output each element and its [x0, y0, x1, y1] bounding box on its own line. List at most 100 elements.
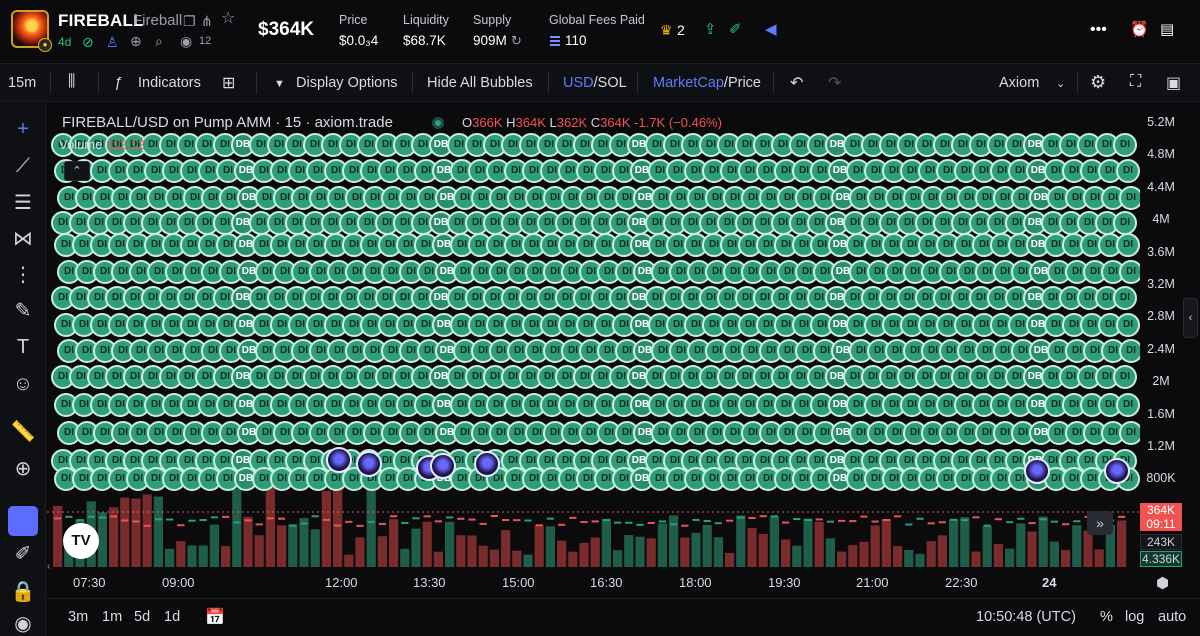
currency-sol[interactable]: /SOL: [593, 75, 627, 91]
caret-down-icon[interactable]: ▼: [274, 78, 285, 90]
pin-icon[interactable]: ✐: [729, 21, 742, 38]
indicators-button[interactable]: Indicators: [138, 75, 201, 91]
trade-bubble[interactable]: DI: [1113, 133, 1137, 157]
trade-bubble[interactable]: DB: [1026, 233, 1050, 257]
trade-bubble[interactable]: DI: [987, 133, 1011, 157]
currency-toggle[interactable]: USD/SOL: [563, 75, 627, 91]
trade-bubble[interactable]: DI: [792, 393, 816, 417]
redo-icon[interactable]: ↷: [828, 75, 842, 92]
chevron-down-icon[interactable]: ⌄: [1056, 78, 1066, 90]
pattern-icon[interactable]: ⋈: [13, 228, 33, 250]
horizontal-lines-icon[interactable]: ☰: [14, 192, 32, 214]
token-logo[interactable]: [11, 10, 49, 48]
trade-bubble[interactable]: DI: [522, 313, 546, 337]
fullscreen-icon[interactable]: ⛶: [1130, 73, 1142, 90]
trendline-icon[interactable]: ⟋: [16, 155, 30, 177]
candles-icon[interactable]: ⫼: [68, 73, 76, 90]
trade-bubble[interactable]: DI: [957, 186, 981, 210]
pencil-lock-icon[interactable]: ✐: [14, 543, 32, 565]
trade-bubble[interactable]: DI: [1116, 313, 1140, 337]
trade-bubble[interactable]: DI: [504, 159, 528, 183]
chart-pane[interactable]: DI DI DI DI DI DI DI DI DI DI DB DI DI DI DI DI DI DI DI DI…: [47, 103, 1140, 571]
star-icon[interactable]: ☆: [221, 10, 236, 27]
hexagon-icon[interactable]: ⬢: [1156, 575, 1170, 592]
trade-bubble[interactable]: DI: [1113, 211, 1137, 235]
trade-bubble[interactable]: DI: [450, 233, 474, 257]
share-icon[interactable]: ⋔: [201, 13, 213, 29]
trade-bubble[interactable]: DI: [450, 159, 474, 183]
trade-bubble[interactable]: DI: [1119, 186, 1140, 210]
price-scale[interactable]: 5.2M 4.8M 4.4M 4M 3.6M 3.2M 2.8M 2.4M 2M 1.6M 1.2M…: [1140, 103, 1182, 571]
time-axis[interactable]: 07:30 09:00 12:00 13:30 15:00 16:30 18:00 19:30…: [47, 571, 1140, 595]
lock-icon[interactable]: 🔒: [10, 581, 36, 603]
metric-toggle[interactable]: MarketCap/Price: [653, 75, 761, 91]
ruler-icon[interactable]: 📏: [10, 421, 36, 443]
trade-bubble[interactable]: DI: [1119, 421, 1140, 445]
magnet-active-tool[interactable]: [8, 506, 38, 536]
chevron-left-icon[interactable]: ‹: [47, 561, 51, 571]
metric-marketcap[interactable]: MarketCap: [653, 75, 724, 91]
emoji-icon[interactable]: ☺: [12, 373, 34, 395]
undo-icon[interactable]: ↶: [790, 75, 804, 92]
range-1d[interactable]: 1d: [164, 609, 181, 625]
megaphone-icon[interactable]: ◀: [765, 21, 777, 38]
alarm-icon[interactable]: ⏰: [1130, 21, 1149, 38]
trader-avatar-bubble[interactable]: [1024, 458, 1050, 484]
calendar-icon[interactable]: 📅: [205, 609, 225, 626]
trade-bubble[interactable]: DI: [1119, 339, 1140, 363]
scroll-to-realtime-button[interactable]: »: [1087, 511, 1113, 535]
fib-icon[interactable]: ⋮: [13, 264, 33, 286]
range-5d[interactable]: 5d: [134, 609, 151, 625]
log-toggle[interactable]: log: [1125, 609, 1145, 625]
crosshair-icon[interactable]: +: [17, 118, 29, 140]
range-1m[interactable]: 1m: [102, 609, 123, 625]
settings-icon[interactable]: ⚙: [1090, 72, 1107, 92]
trader-avatar-bubble[interactable]: [356, 451, 382, 477]
auto-toggle[interactable]: auto: [1158, 609, 1187, 625]
trade-bubble[interactable]: DI: [525, 186, 549, 210]
trade-bubble[interactable]: DB: [828, 313, 852, 337]
text-icon[interactable]: T: [16, 336, 30, 358]
trader-avatar-bubble[interactable]: [326, 447, 352, 473]
trade-bubble[interactable]: DI: [1113, 365, 1137, 389]
upload-icon[interactable]: ⇪: [704, 21, 717, 38]
trade-bubble[interactable]: DI: [396, 313, 420, 337]
trade-bubble[interactable]: DI: [1119, 260, 1140, 284]
range-3m[interactable]: 3m: [68, 609, 89, 625]
trade-bubble[interactable]: DI: [1113, 286, 1137, 310]
trade-bubble[interactable]: DI: [177, 286, 201, 310]
trade-bubble[interactable]: DI: [576, 233, 600, 257]
refresh-icon[interactable]: ↻: [511, 33, 522, 48]
collapse-legend-button[interactable]: ⌃: [64, 161, 90, 181]
brush-icon[interactable]: ✎: [14, 300, 32, 322]
display-options-button[interactable]: Display Options: [296, 75, 398, 91]
trade-bubble[interactable]: DI: [597, 421, 621, 445]
layout-icon[interactable]: ▤: [1160, 21, 1175, 38]
trade-bubble[interactable]: DI: [72, 233, 96, 257]
trade-bubble[interactable]: DI: [93, 421, 117, 445]
utc-clock[interactable]: 10:50:48 (UTC): [976, 609, 1076, 625]
trader-avatar-bubble[interactable]: [1104, 458, 1130, 484]
provider-select[interactable]: Axiom: [999, 75, 1040, 91]
more-icon[interactable]: •••: [1090, 21, 1107, 38]
trade-bubble[interactable]: DI: [399, 186, 423, 210]
camera-icon[interactable]: ▣: [1166, 75, 1182, 92]
eye-icon[interactable]: ◉: [14, 613, 32, 635]
metric-price[interactable]: /Price: [723, 75, 761, 91]
trade-bubble[interactable]: DI: [1116, 233, 1140, 257]
trade-bubble[interactable]: DI: [1116, 393, 1140, 417]
trade-bubble[interactable]: DI: [414, 393, 438, 417]
trade-bubble[interactable]: DI: [846, 393, 870, 417]
trader-avatar-bubble[interactable]: [474, 451, 500, 477]
trade-bubble[interactable]: DI: [57, 421, 81, 445]
link-icon[interactable]: ⊘: [82, 34, 94, 50]
trade-bubble[interactable]: DB: [234, 393, 258, 417]
user-icon[interactable]: ♙: [106, 34, 119, 50]
function-icon[interactable]: ƒ: [114, 75, 123, 91]
hide-bubbles-button[interactable]: Hide All Bubbles: [427, 75, 533, 91]
trade-bubble[interactable]: DI: [219, 339, 243, 363]
side-panel-toggle[interactable]: ‹: [1183, 298, 1198, 338]
trade-bubble[interactable]: DI: [864, 313, 888, 337]
currency-usd[interactable]: USD: [563, 75, 594, 91]
trade-bubble[interactable]: DB: [429, 286, 453, 310]
